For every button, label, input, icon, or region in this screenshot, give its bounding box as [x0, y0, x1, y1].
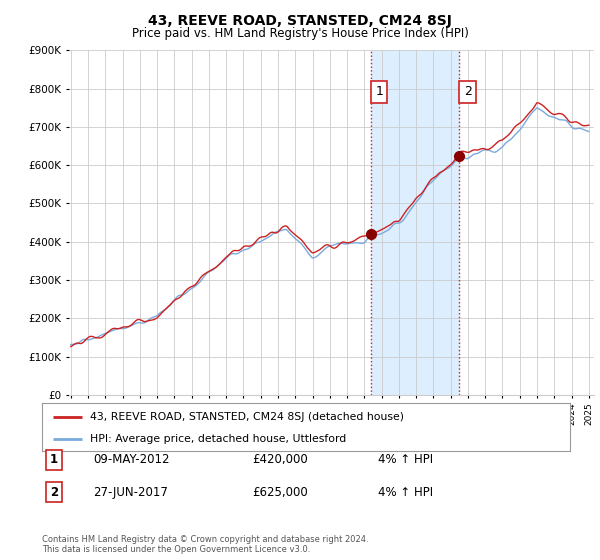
Text: Price paid vs. HM Land Registry's House Price Index (HPI): Price paid vs. HM Land Registry's House …	[131, 27, 469, 40]
Text: £420,000: £420,000	[252, 453, 308, 466]
Text: 1: 1	[375, 85, 383, 98]
Text: 43, REEVE ROAD, STANSTED, CM24 8SJ: 43, REEVE ROAD, STANSTED, CM24 8SJ	[148, 14, 452, 28]
Text: 43, REEVE ROAD, STANSTED, CM24 8SJ (detached house): 43, REEVE ROAD, STANSTED, CM24 8SJ (deta…	[89, 412, 404, 422]
Text: £625,000: £625,000	[252, 486, 308, 499]
Text: 09-MAY-2012: 09-MAY-2012	[93, 453, 170, 466]
Text: Contains HM Land Registry data © Crown copyright and database right 2024.
This d: Contains HM Land Registry data © Crown c…	[42, 535, 368, 554]
Text: 2: 2	[50, 486, 58, 499]
Text: 2: 2	[464, 85, 472, 98]
Text: 4% ↑ HPI: 4% ↑ HPI	[378, 486, 433, 499]
Text: 4% ↑ HPI: 4% ↑ HPI	[378, 453, 433, 466]
Text: 1: 1	[50, 453, 58, 466]
Text: 27-JUN-2017: 27-JUN-2017	[93, 486, 168, 499]
Bar	[371, 50, 459, 395]
Text: HPI: Average price, detached house, Uttlesford: HPI: Average price, detached house, Uttl…	[89, 434, 346, 444]
